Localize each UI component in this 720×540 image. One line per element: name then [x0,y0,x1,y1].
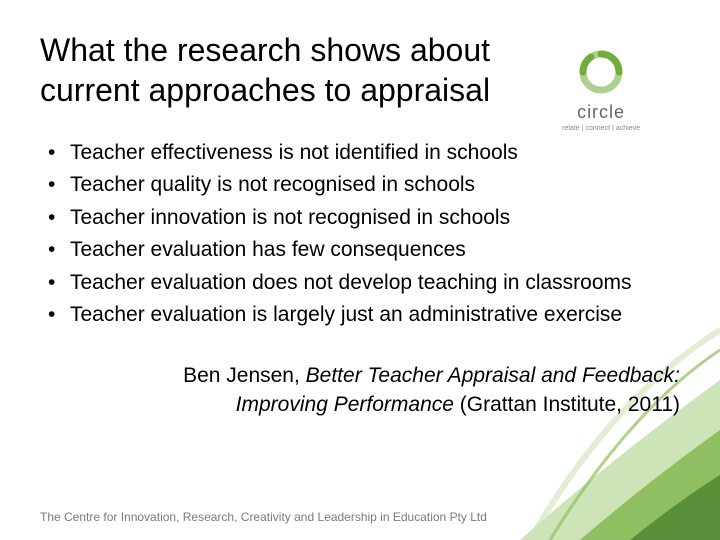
logo-tagline: relate|connect|achieve [562,125,640,132]
citation: Ben Jensen, Better Teacher Appraisal and… [40,361,680,420]
list-item: Teacher innovation is not recognised in … [44,203,680,233]
list-item: Teacher effectiveness is not identified … [44,138,680,168]
bullet-list: Teacher effectiveness is not identified … [44,138,680,331]
list-item: Teacher quality is not recognised in sch… [44,170,680,200]
list-item: Teacher evaluation is largely just an ad… [44,300,680,330]
tagline-achieve: achieve [616,125,640,132]
footer-text: The Centre for Innovation, Research, Cre… [40,510,487,524]
tagline-connect: connect [586,125,611,132]
list-item: Teacher evaluation has few consequences [44,235,680,265]
slide: circle relate|connect|achieve What the r… [0,0,720,540]
citation-author: Ben Jensen, [183,364,306,387]
slide-title: What the research shows about current ap… [40,30,570,110]
list-item: Teacher evaluation does not develop teac… [44,268,680,298]
logo-ring-icon [577,48,625,96]
citation-suffix: (Grattan Institute, 2011) [454,393,680,416]
brand-logo: circle relate|connect|achieve [562,48,640,132]
logo-brand-text: circle [562,102,640,123]
tagline-relate: relate [562,125,580,132]
